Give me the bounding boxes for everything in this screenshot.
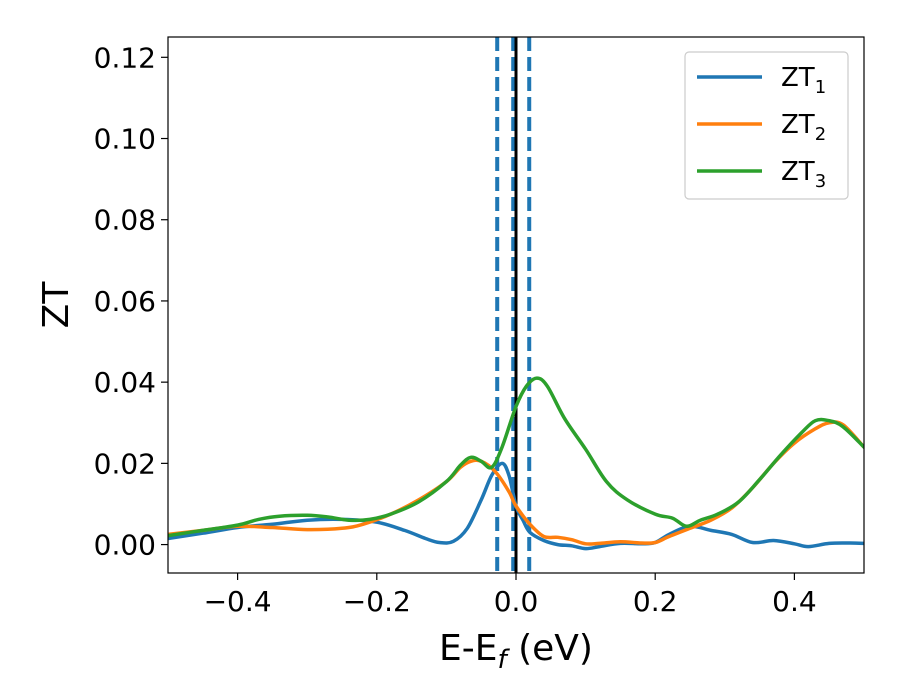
x-tick-label: −0.4 [204, 585, 272, 618]
reference-lines [495, 37, 532, 573]
x-tick-label: 0.2 [633, 585, 678, 618]
y-tick-label: 0.10 [94, 123, 156, 156]
legend-label-2: ZT2 [781, 110, 826, 145]
x-tick-label: −0.2 [343, 585, 411, 618]
x-axis: −0.4 −0.2 0.0 0.2 0.4 [204, 573, 817, 618]
y-tick-label: 0.12 [94, 41, 156, 74]
x-axis-title-main: E-E [439, 628, 497, 669]
y-axis: 0.00 0.02 0.04 0.06 0.08 0.10 0.12 [94, 41, 168, 562]
y-tick-label: 0.00 [94, 529, 156, 562]
y-tick-label: 0.02 [94, 447, 156, 480]
x-axis-title: E-Ef (eV) [439, 628, 593, 675]
x-tick-label: 0.4 [772, 585, 817, 618]
legend-label-3: ZT3 [781, 157, 826, 192]
legend-label-1: ZT1 [781, 63, 826, 98]
y-tick-label: 0.06 [94, 285, 156, 318]
legend: ZT1 ZT2 ZT3 [684, 51, 849, 200]
series-line-3 [168, 376, 864, 538]
y-axis-title: ZT [36, 281, 77, 329]
series-line-1 [168, 461, 864, 551]
y-tick-label: 0.04 [94, 366, 156, 399]
x-axis-title-unit: (eV) [507, 628, 593, 669]
x-tick-label: 0.0 [494, 585, 539, 618]
series-layer [168, 376, 864, 551]
y-tick-label: 0.08 [94, 204, 156, 237]
legend-box [684, 51, 849, 200]
